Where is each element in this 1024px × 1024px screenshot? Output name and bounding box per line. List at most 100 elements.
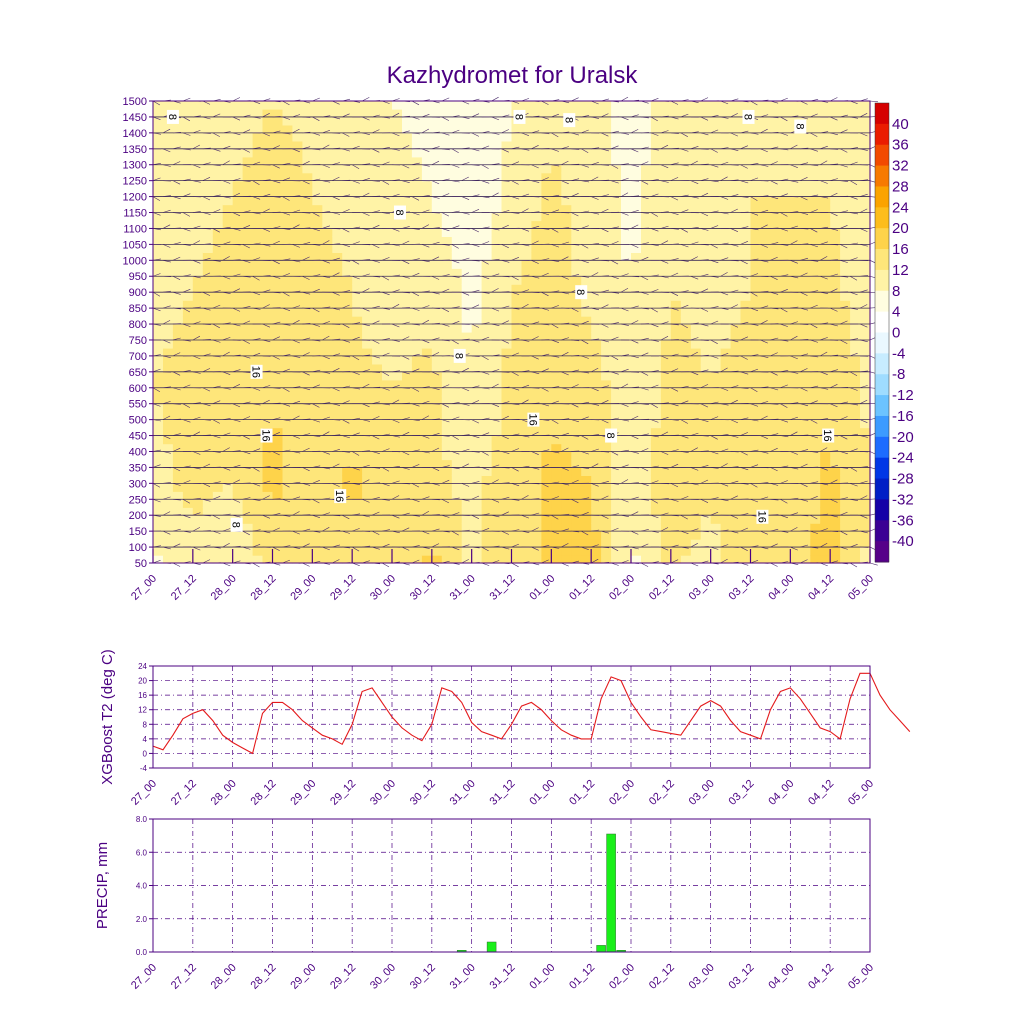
temperature-cell xyxy=(292,316,303,325)
temperature-cell xyxy=(322,539,333,548)
temperature-cell xyxy=(830,109,841,118)
temperature-cell xyxy=(292,292,303,301)
temperature-cell xyxy=(252,156,264,166)
temperature-cell xyxy=(332,475,343,484)
temperature-cell xyxy=(750,411,762,421)
temperature-cell xyxy=(581,491,592,500)
temperature-cell xyxy=(660,547,672,556)
temperature-cell xyxy=(800,109,811,118)
temperature-cell xyxy=(601,164,612,174)
temperature-cell xyxy=(431,276,443,285)
temperature-cell xyxy=(222,363,234,373)
temperature-cell xyxy=(750,132,762,142)
temperature-cell xyxy=(322,324,333,333)
wind-barb xyxy=(162,530,171,535)
temperature-cell xyxy=(800,363,811,373)
temperature-cell xyxy=(411,363,423,373)
temperature-cell xyxy=(262,475,274,484)
temperature-cell xyxy=(491,180,503,190)
temperature-cell xyxy=(561,164,572,174)
temperature-cell xyxy=(710,332,722,341)
wind-barb xyxy=(232,514,241,518)
temperature-cell xyxy=(302,308,313,317)
temperature-cell xyxy=(342,292,353,301)
wind-barb xyxy=(501,511,509,516)
temperature-cell xyxy=(850,507,861,516)
temperature-cell xyxy=(561,419,572,429)
temperature-cell xyxy=(611,308,622,317)
wind-barb xyxy=(352,546,360,552)
temperature-cell xyxy=(531,355,542,365)
wind-barb xyxy=(710,530,718,536)
temperature-cell xyxy=(551,260,562,269)
temperature-cell xyxy=(820,355,831,365)
temperature-cell xyxy=(680,300,692,309)
temperature-cell xyxy=(252,292,264,301)
wind-barb xyxy=(700,435,709,437)
temperature-cell xyxy=(182,148,194,158)
temperature-cell xyxy=(212,156,224,166)
temperature-cell xyxy=(641,451,652,461)
wind-barb xyxy=(232,403,241,408)
temperature-cell xyxy=(471,276,483,285)
temperature-cell xyxy=(740,164,752,174)
temperature-cell xyxy=(402,116,413,126)
temperature-cell xyxy=(840,483,851,492)
temperature-cell xyxy=(820,204,831,214)
temperature-cell xyxy=(332,387,343,397)
temperature-cell xyxy=(421,101,433,110)
temperature-cell xyxy=(252,491,264,500)
temperature-cell xyxy=(820,132,831,142)
temperature-cell xyxy=(790,212,801,222)
temperature-cell xyxy=(402,332,413,341)
temperature-cell xyxy=(232,419,244,429)
temperature-cell xyxy=(700,316,712,325)
temperature-cell xyxy=(232,555,244,564)
temperature-cell xyxy=(312,355,323,365)
temperature-cell xyxy=(441,459,453,468)
temperature-cell xyxy=(770,260,781,269)
temperature-cell xyxy=(182,507,194,516)
temperature-cell xyxy=(352,252,363,261)
temperature-cell xyxy=(332,411,343,421)
temperature-cell xyxy=(481,180,493,190)
temperature-cell xyxy=(242,204,254,214)
wind-barb xyxy=(869,562,878,566)
wind-barb xyxy=(630,451,639,454)
temperature-cell xyxy=(441,140,453,150)
wind-barb xyxy=(511,403,520,406)
temperature-cell xyxy=(571,555,582,564)
temperature-cell xyxy=(710,515,722,524)
temperature-cell xyxy=(790,459,801,468)
temperature-cell xyxy=(501,427,513,437)
temperature-cell xyxy=(461,443,473,453)
temperature-cell xyxy=(272,236,284,245)
temperature-cell xyxy=(451,491,463,500)
temperature-cell xyxy=(163,507,174,516)
temperature-cell xyxy=(710,220,722,230)
temperature-cell xyxy=(182,363,194,373)
temperature-cell xyxy=(272,164,284,174)
temperature-cell xyxy=(372,531,383,540)
temperature-cell xyxy=(670,308,682,317)
temperature-cell xyxy=(182,395,194,405)
temperature-cell xyxy=(680,196,692,206)
temperature-cell xyxy=(242,459,254,468)
temperature-cell xyxy=(591,371,602,381)
temperature-cell xyxy=(172,475,184,484)
temperature-cell xyxy=(820,284,831,293)
temperature-cell xyxy=(441,395,453,405)
temperature-cell xyxy=(292,220,303,230)
temperature-cell xyxy=(720,292,732,301)
temperature-cell xyxy=(471,236,483,245)
temperature-cell xyxy=(272,395,284,405)
temperature-cell xyxy=(611,483,622,492)
temperature-cell xyxy=(571,180,582,190)
temperature-cell xyxy=(621,276,632,285)
temperature-cell xyxy=(860,427,871,437)
temperature-cell xyxy=(581,411,592,421)
temperature-cell xyxy=(650,148,662,158)
temperature-cell xyxy=(850,332,861,341)
temperature-cell xyxy=(292,435,303,445)
temperature-cell xyxy=(800,483,811,492)
